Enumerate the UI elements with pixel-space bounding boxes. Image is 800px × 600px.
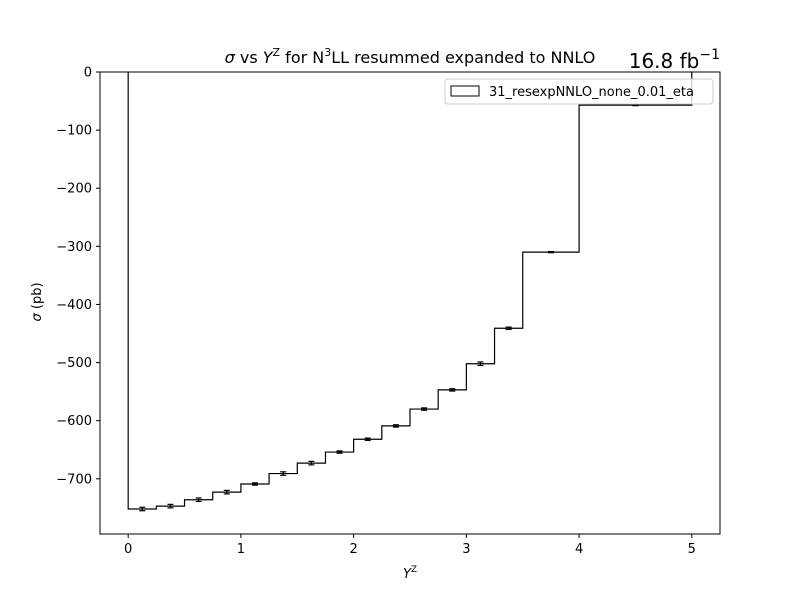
y-tick-label-3: −300 bbox=[56, 240, 92, 255]
error-bar-8 bbox=[364, 437, 371, 442]
error-bar-3 bbox=[223, 489, 230, 495]
error-bar-0 bbox=[139, 506, 146, 512]
y-axis-label: σ (pb) bbox=[30, 282, 45, 321]
legend-label: 31_resexpNNLO_none_0.01_eta bbox=[489, 85, 694, 100]
legend: 31_resexpNNLO_none_0.01_eta bbox=[444, 78, 714, 105]
y-tick-label-7: −700 bbox=[56, 472, 92, 487]
error-bar-7 bbox=[336, 450, 343, 454]
x-tick-label-0: 0 bbox=[124, 542, 132, 557]
error-bar-15 bbox=[632, 103, 639, 107]
error-bar-1 bbox=[167, 503, 174, 509]
y-tick-label-5: −500 bbox=[56, 356, 92, 371]
y-axis-ticks: 0 −100 −200 −300 −400 −500 −600 −700 bbox=[56, 66, 100, 487]
error-bar-14 bbox=[547, 250, 554, 254]
legend-swatch bbox=[450, 85, 480, 97]
x-axis-ticks: 0 1 2 3 4 5 bbox=[124, 534, 696, 557]
x-tick-label-2: 2 bbox=[349, 542, 357, 557]
x-tick-label-1: 1 bbox=[237, 542, 245, 557]
error-bar-6 bbox=[308, 460, 315, 466]
y-tick-label-1: −100 bbox=[56, 124, 92, 139]
x-tick-label-3: 3 bbox=[462, 542, 470, 557]
x-tick-label-5: 5 bbox=[688, 542, 696, 557]
error-bars bbox=[139, 103, 639, 512]
error-bar-4 bbox=[252, 482, 258, 486]
y-tick-label-4: −400 bbox=[56, 298, 92, 313]
plot-area bbox=[100, 72, 720, 534]
error-bar-12 bbox=[477, 361, 484, 367]
error-bar-11 bbox=[449, 388, 456, 392]
error-bar-2 bbox=[195, 497, 202, 503]
y-tick-label-0: 0 bbox=[84, 66, 92, 81]
axes bbox=[99, 71, 721, 535]
error-bar-9 bbox=[392, 424, 399, 428]
error-bar-10 bbox=[421, 407, 428, 411]
y-tick-label-6: −600 bbox=[56, 414, 92, 429]
plot-background bbox=[100, 72, 720, 534]
luminosity-label: 16.8 fb−1 bbox=[629, 47, 720, 73]
error-bar-13 bbox=[505, 326, 512, 331]
legend-box bbox=[444, 78, 714, 105]
chart-title: σ vs YZ for N3LL resummed expanded to NN… bbox=[225, 46, 596, 67]
error-bar-5 bbox=[280, 471, 287, 476]
y-tick-label-2: −200 bbox=[56, 182, 92, 197]
x-axis-label: YZ bbox=[403, 565, 417, 582]
axes-frame bbox=[99, 71, 721, 535]
x-tick-label-4: 4 bbox=[575, 542, 583, 557]
